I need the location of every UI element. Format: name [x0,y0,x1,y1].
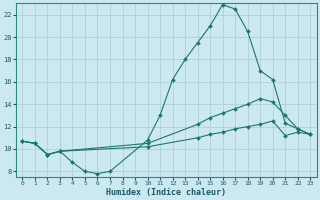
X-axis label: Humidex (Indice chaleur): Humidex (Indice chaleur) [106,188,226,197]
